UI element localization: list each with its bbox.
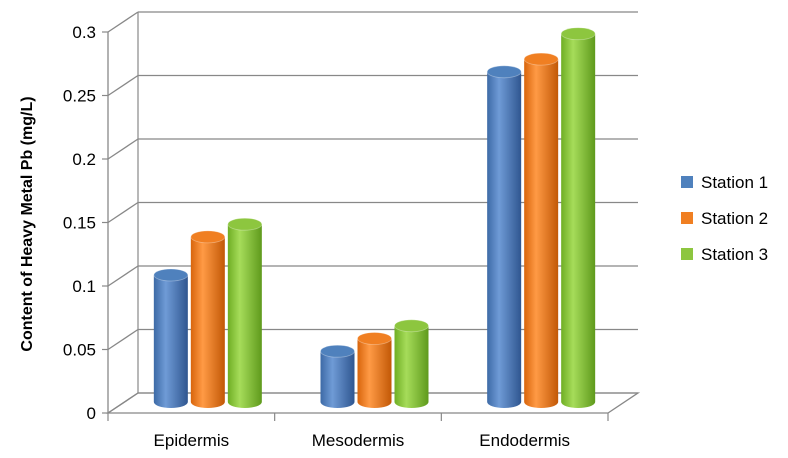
bar-top — [190, 230, 226, 244]
bar-body — [153, 275, 188, 408]
bar-top — [560, 27, 596, 41]
gridline-side — [107, 138, 139, 160]
y-tick-label: 0.3 — [72, 23, 96, 42]
y-tick-label: 0.15 — [63, 214, 96, 233]
y-tick-label: 0.2 — [72, 150, 96, 169]
bar-body — [524, 59, 559, 408]
bar-top — [394, 319, 429, 333]
bar-top — [523, 52, 559, 66]
bar — [153, 268, 189, 408]
labels: Content of Heavy Metal Pb (mg/L) — [19, 96, 36, 351]
bar-body — [190, 236, 225, 408]
y-tick-label: 0.25 — [63, 87, 96, 106]
bar-body — [394, 325, 429, 408]
bar-body — [320, 351, 355, 408]
legend-label: Station 1 — [701, 173, 768, 192]
bar — [320, 344, 355, 408]
bar — [190, 230, 226, 408]
bar-top — [227, 217, 263, 231]
bar-top — [320, 344, 355, 358]
bar-body — [561, 33, 596, 408]
legend: Station 1 Station 2 Station 3 — [681, 173, 768, 264]
legend-swatch — [681, 212, 693, 224]
bar-body — [227, 224, 262, 408]
axes: 0 0.05 0.1 0.15 0.2 0.25 0.3 Epidermis Mesodermi… — [63, 23, 641, 450]
bar — [227, 217, 263, 408]
bar-body — [357, 338, 392, 408]
gridline-side — [107, 74, 139, 97]
y-tick-label: 0.05 — [63, 341, 96, 360]
legend-label: Station 2 — [701, 209, 768, 228]
legend-swatch — [681, 176, 693, 188]
y-axis-title: Content of Heavy Metal Pb (mg/L) — [19, 96, 36, 351]
bar-top — [357, 332, 392, 345]
legend-swatch — [681, 248, 693, 260]
y-tick-label: 0 — [87, 404, 96, 423]
gridline-side — [107, 328, 139, 351]
bar — [486, 65, 522, 409]
bars — [153, 27, 596, 409]
y-tick-label: 0.1 — [72, 277, 96, 296]
x-tick-label: Endodermis — [479, 431, 570, 450]
bar — [394, 319, 429, 408]
gridline-side — [107, 201, 139, 224]
bar — [560, 27, 596, 408]
gridline-side — [107, 11, 139, 33]
bar-top — [153, 268, 189, 282]
bar-top — [486, 65, 522, 79]
gridline-side — [107, 265, 139, 287]
bar-body — [487, 71, 522, 409]
bar — [523, 52, 559, 408]
x-tick-label: Epidermis — [154, 431, 230, 450]
bar — [357, 332, 392, 408]
legend-label: Station 3 — [701, 245, 768, 264]
x-tick-label: Mesodermis — [312, 431, 405, 450]
